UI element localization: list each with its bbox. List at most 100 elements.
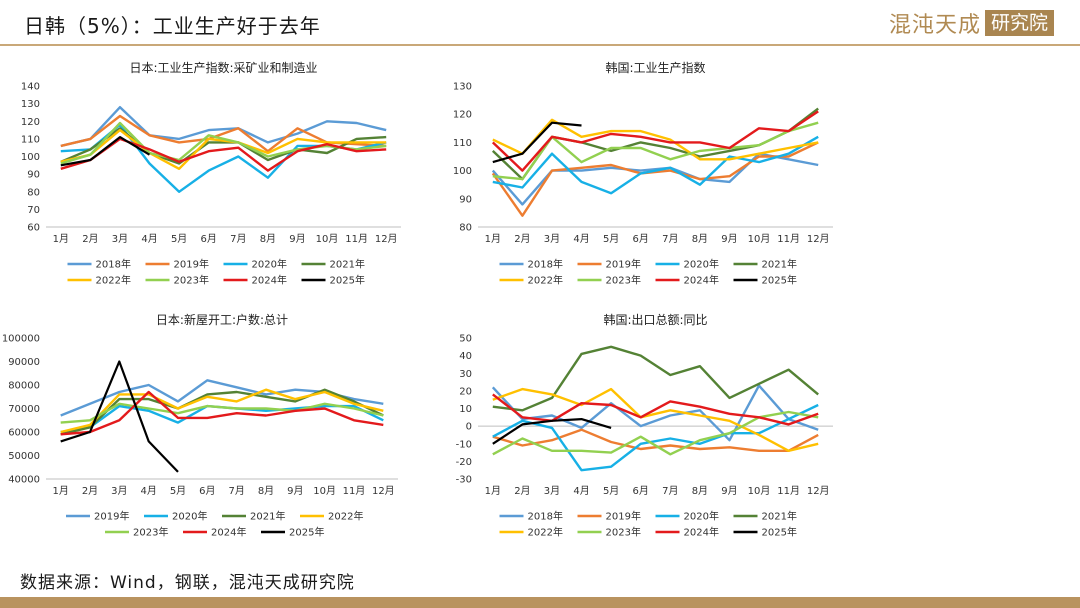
x-tick-label: 8月 bbox=[692, 485, 708, 497]
legend-label: 2018年 bbox=[96, 258, 131, 271]
page-title: 日韩（5%）：工业生产好于去年 bbox=[24, 14, 321, 38]
x-tick-label: 8月 bbox=[258, 485, 274, 497]
legend-label: 2021年 bbox=[762, 510, 797, 523]
legend-label: 2020年 bbox=[684, 510, 719, 523]
x-tick-label: 5月 bbox=[170, 485, 186, 497]
x-tick-label: 10月 bbox=[313, 485, 336, 497]
y-tick-label: 10 bbox=[459, 404, 472, 415]
y-tick-label: 0 bbox=[466, 422, 472, 433]
legend-label: 2020年 bbox=[252, 258, 287, 271]
chart-title: 韩国:工业生产指数 bbox=[605, 60, 705, 75]
y-tick-label: 130 bbox=[453, 82, 472, 93]
x-tick-label: 11月 bbox=[345, 233, 368, 245]
x-tick-label: 10月 bbox=[748, 485, 771, 497]
x-tick-label: 7月 bbox=[230, 233, 246, 245]
y-tick-label: 110 bbox=[453, 138, 472, 149]
series-line bbox=[492, 135, 819, 195]
legend-label: 2024年 bbox=[252, 274, 287, 287]
legend-label: 2019年 bbox=[174, 258, 209, 271]
footer-bar bbox=[0, 597, 1080, 608]
x-tick-label: 12月 bbox=[375, 233, 398, 245]
brand-logo: 混沌天成 研究院 bbox=[889, 8, 1054, 38]
x-tick-label: 7月 bbox=[228, 485, 244, 497]
y-tick-label: 90000 bbox=[8, 357, 40, 368]
series-line bbox=[492, 418, 612, 445]
chart-japan-industrial-production: 日本:工业生产指数:采矿业和制造业 60 70 80 90 100 110 120 130 140… bbox=[8, 58, 413, 293]
chart-korea-industrial-production: 韩国:工业生产指数 80 90 100 110 120 130 1月 2月 3月 4月 5月 6月 7月 8… bbox=[440, 58, 845, 293]
x-tick-label: 10月 bbox=[316, 233, 339, 245]
x-tick-label: 7月 bbox=[662, 485, 678, 497]
series-line bbox=[60, 388, 384, 436]
y-tick-label: 110 bbox=[21, 134, 40, 145]
x-tick-label: 9月 bbox=[287, 485, 303, 497]
legend-label: 2024年 bbox=[684, 526, 719, 539]
y-tick-label: -10 bbox=[456, 439, 472, 450]
x-tick-label: 11月 bbox=[777, 485, 800, 497]
x-tick-label: 6月 bbox=[633, 485, 649, 497]
series-line bbox=[492, 410, 819, 456]
legend-label: 2021年 bbox=[762, 258, 797, 271]
legend-label: 2021年 bbox=[250, 510, 285, 523]
legend-label: 2020年 bbox=[172, 510, 207, 523]
series-line bbox=[492, 121, 582, 164]
x-tick-label: 9月 bbox=[289, 233, 305, 245]
legend-label: 2022年 bbox=[96, 274, 131, 287]
legend-label: 2022年 bbox=[528, 274, 563, 287]
series-line bbox=[492, 403, 819, 472]
chart-japan-housing-starts: 日本:新屋开工:户数:总计 40000 50000 60000 70000 80000 90… bbox=[0, 310, 410, 545]
series-line bbox=[60, 128, 387, 170]
legend-label: 2025年 bbox=[330, 274, 365, 287]
x-tick-label: 1月 bbox=[485, 485, 501, 497]
header-divider bbox=[0, 44, 1080, 46]
x-tick-label: 11月 bbox=[343, 485, 366, 497]
series-line bbox=[492, 118, 819, 161]
y-tick-label: 100 bbox=[21, 152, 40, 163]
y-tick-label: 70 bbox=[27, 205, 40, 216]
series-line bbox=[60, 388, 384, 434]
y-tick-label: 20 bbox=[459, 386, 472, 397]
brand-name: 混沌天成 bbox=[888, 13, 981, 38]
series-line bbox=[492, 345, 819, 412]
x-tick-label: 3月 bbox=[112, 233, 128, 245]
y-tick-label: 90 bbox=[27, 170, 40, 181]
brand-box: 研究院 bbox=[984, 10, 1054, 36]
x-tick-label: 3月 bbox=[544, 485, 560, 497]
series-line bbox=[60, 390, 384, 436]
y-tick-label: 70000 bbox=[8, 404, 40, 415]
y-tick-label: 120 bbox=[453, 110, 472, 121]
chart-korea-export-yoy: 韩国:出口总额:同比 -30 -20 -10 0 10 20 30 40 50 1月 2月 3月 4月 5月… bbox=[440, 310, 845, 545]
y-tick-label: -30 bbox=[456, 475, 472, 486]
series-line bbox=[492, 428, 819, 452]
legend-label: 2024年 bbox=[211, 526, 246, 539]
legend-label: 2025年 bbox=[762, 274, 797, 287]
series-line bbox=[492, 393, 819, 426]
y-tick-label: 30 bbox=[459, 369, 472, 380]
y-tick-label: 50000 bbox=[8, 451, 40, 462]
y-tick-label: 90 bbox=[459, 194, 472, 205]
chart-svg: 日本:工业生产指数:采矿业和制造业 60 70 80 90 100 110 120 130 140… bbox=[21, 60, 401, 287]
x-tick-label: 5月 bbox=[171, 233, 187, 245]
y-tick-label: 120 bbox=[21, 117, 40, 128]
legend-label: 2018年 bbox=[528, 510, 563, 523]
x-tick-label: 1月 bbox=[485, 233, 501, 245]
series-line bbox=[491, 141, 819, 217]
series-line bbox=[491, 152, 819, 206]
series-line bbox=[60, 106, 387, 148]
x-tick-label: 2月 bbox=[514, 233, 530, 245]
x-tick-label: 8月 bbox=[692, 233, 708, 245]
y-tick-label: 80 bbox=[27, 187, 40, 198]
legend-label: 2023年 bbox=[133, 526, 168, 539]
x-tick-label: 9月 bbox=[721, 485, 737, 497]
x-tick-label: 6月 bbox=[199, 485, 215, 497]
series-line bbox=[60, 360, 179, 473]
series-line bbox=[60, 136, 151, 167]
x-tick-label: 10月 bbox=[748, 233, 771, 245]
series-line bbox=[492, 387, 819, 452]
y-tick-label: 140 bbox=[21, 82, 40, 93]
y-tick-label: 50 bbox=[459, 334, 472, 345]
series-line bbox=[491, 110, 819, 172]
x-tick-label: 2月 bbox=[82, 233, 98, 245]
legend-label: 2019年 bbox=[94, 510, 129, 523]
series-line bbox=[491, 384, 819, 442]
chart-title: 韩国:出口总额:同比 bbox=[603, 312, 707, 327]
